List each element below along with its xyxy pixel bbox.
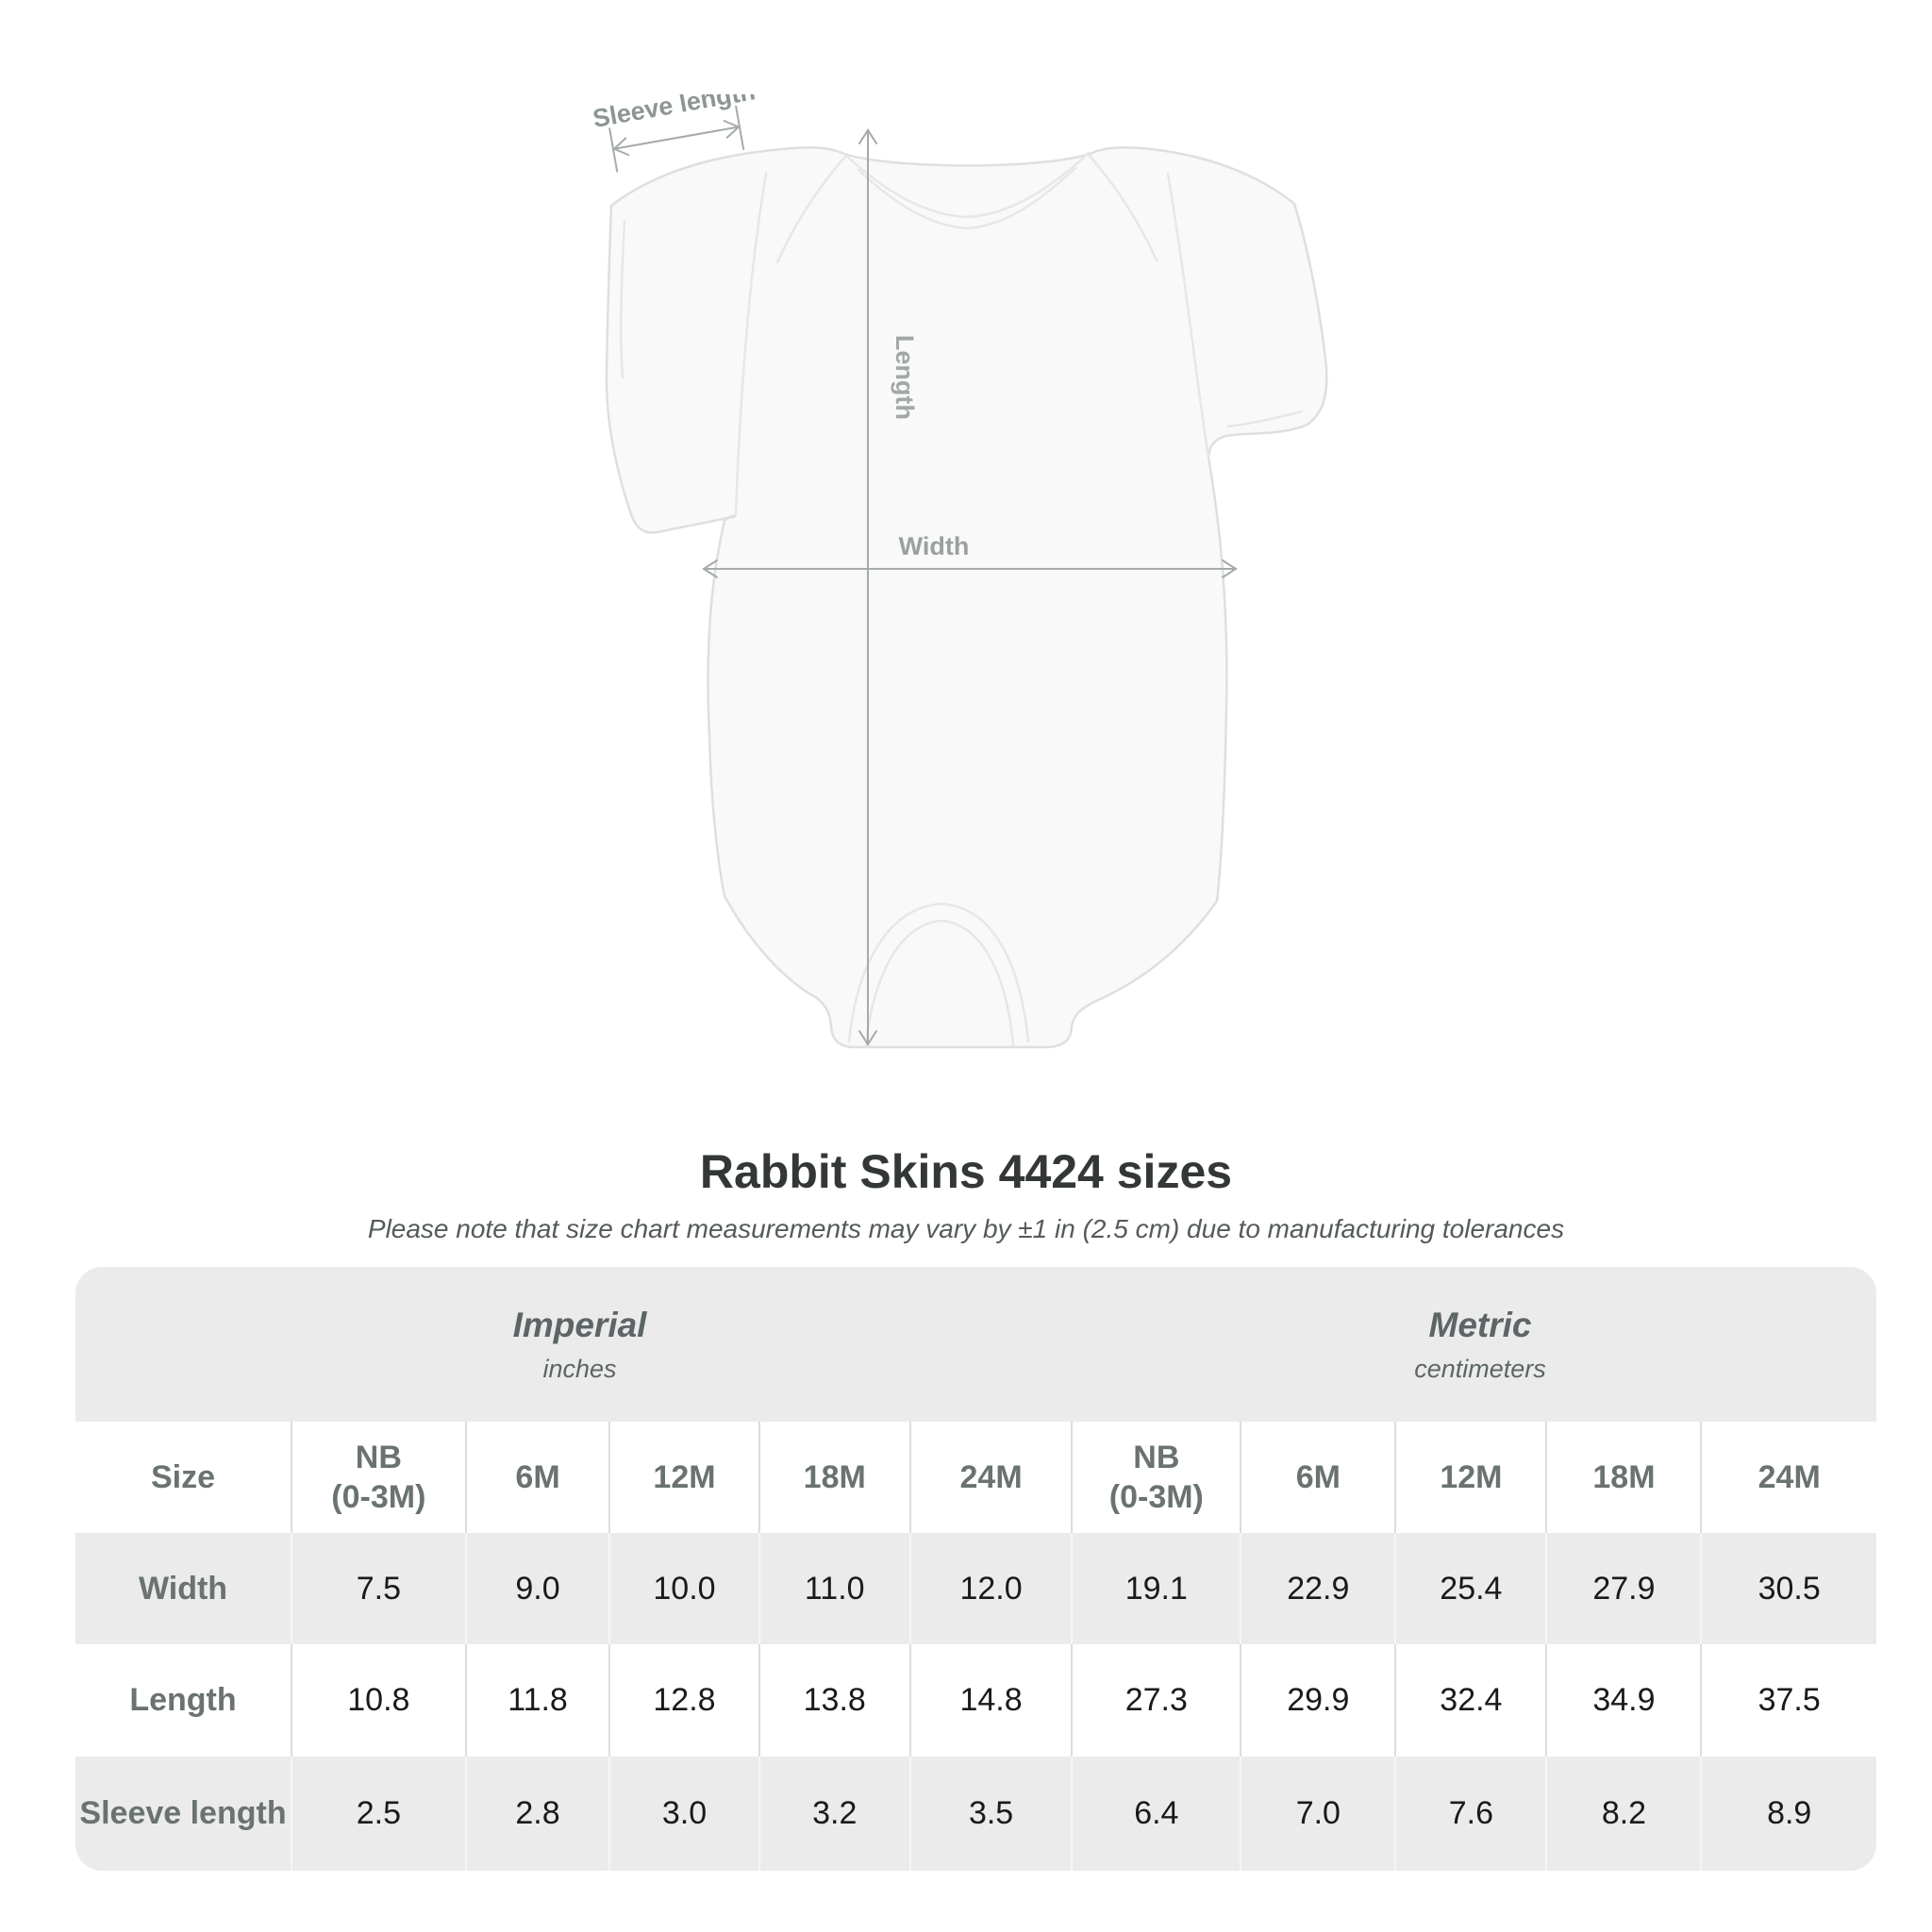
table-value: 22.9	[1240, 1533, 1394, 1644]
length-label: Length	[891, 335, 919, 420]
column-header: 12M	[608, 1422, 758, 1533]
right-lap-fold-seam	[1087, 153, 1158, 262]
row-label: Length	[129, 1682, 237, 1719]
table-value: 11.8	[464, 1644, 609, 1757]
table-value: 19.1	[1071, 1533, 1240, 1644]
column-header: 24M	[1700, 1422, 1876, 1533]
table-row-sleeve-length: Sleeve length 2.5 2.8 3.0 3.2 3.5 6.4 7.…	[75, 1757, 1876, 1871]
crotch-outer-seam	[847, 902, 1030, 1043]
onesie-outline	[605, 146, 1328, 1049]
table-value: 27.9	[1545, 1533, 1700, 1644]
imperial-unit: inches	[542, 1354, 617, 1383]
column-header: 18M	[758, 1422, 909, 1533]
sleeve-length-arrow	[608, 105, 745, 173]
column-header: NB (0-3M)	[1071, 1422, 1240, 1533]
table-row-length: Length 10.8 11.8 12.8 13.8 14.8 27.3 29.…	[75, 1644, 1876, 1757]
table-value: 7.6	[1394, 1757, 1545, 1871]
table-value: 12.8	[608, 1644, 758, 1757]
table-value: 6.4	[1071, 1757, 1240, 1871]
table-value: 32.4	[1394, 1644, 1545, 1757]
table-header-row: Size NB (0-3M) 6M 12M 18M 24M NB (0-3M) …	[75, 1422, 1876, 1533]
table-value: 3.0	[608, 1757, 758, 1871]
unit-band: Imperial inches Metric centimeters	[75, 1267, 1876, 1422]
table-value: 9.0	[464, 1533, 609, 1644]
imperial-section-header: Imperial inches	[75, 1267, 1084, 1422]
table-value: 27.3	[1071, 1644, 1240, 1757]
table-value: 25.4	[1394, 1533, 1545, 1644]
column-header: NB (0-3M)	[291, 1422, 465, 1533]
page-title: Rabbit Skins 4424 sizes	[699, 1145, 1233, 1198]
column-header: 12M	[1394, 1422, 1545, 1533]
imperial-name: Imperial	[512, 1305, 647, 1344]
row-label: Sleeve length	[79, 1795, 287, 1832]
metric-name: Metric	[1428, 1305, 1532, 1344]
left-armhole-seam	[734, 172, 768, 516]
table-value: 11.0	[758, 1533, 909, 1644]
column-header: 6M	[1240, 1422, 1394, 1533]
table-value: 30.5	[1700, 1533, 1876, 1644]
left-sleeve-fold-seam	[620, 220, 626, 379]
row-label: Width	[138, 1570, 228, 1607]
collar-outer-seam	[843, 151, 1091, 219]
table-value: 13.8	[758, 1644, 909, 1757]
width-arrow	[702, 559, 1238, 578]
right-armhole-seam	[1166, 172, 1210, 459]
table-value: 8.2	[1545, 1757, 1700, 1871]
table-value: 2.5	[291, 1757, 465, 1871]
length-arrow	[858, 128, 877, 1046]
metric-unit: centimeters	[1414, 1354, 1546, 1383]
table-value: 37.5	[1700, 1644, 1876, 1757]
table-value: 10.8	[291, 1644, 465, 1757]
table-value: 12.0	[908, 1533, 1071, 1644]
table-row-width: Width 7.5 9.0 10.0 11.0 12.0 19.1 22.9 2…	[75, 1533, 1876, 1644]
size-column-header: Size	[150, 1458, 216, 1495]
table-value: 3.5	[908, 1757, 1071, 1871]
crotch-inner-seam	[864, 919, 1015, 1047]
onesie-measurement-diagram: Sleeve length Length Width	[591, 94, 1328, 1049]
left-lap-fold-seam	[775, 155, 847, 264]
tolerance-note: Please note that size chart measurements…	[367, 1214, 1565, 1243]
table-value: 14.8	[908, 1644, 1071, 1757]
table-value: 3.2	[758, 1757, 909, 1871]
collar-inner-seam	[857, 166, 1077, 230]
table-value: 29.9	[1240, 1644, 1394, 1757]
table-value: 10.0	[608, 1533, 758, 1644]
width-label: Width	[899, 532, 970, 560]
column-header: 18M	[1545, 1422, 1700, 1533]
table-value: 34.9	[1545, 1644, 1700, 1757]
table-value: 2.8	[464, 1757, 609, 1871]
table-value: 7.0	[1240, 1757, 1394, 1871]
column-header: 6M	[464, 1422, 609, 1533]
table-value: 8.9	[1700, 1757, 1876, 1871]
column-header: 24M	[908, 1422, 1071, 1533]
size-table: Imperial inches Metric centimeters Size …	[75, 1267, 1876, 1871]
metric-section-header: Metric centimeters	[1084, 1267, 1876, 1422]
right-sleeve-hem-seam	[1226, 409, 1304, 428]
table-value: 7.5	[291, 1533, 465, 1644]
